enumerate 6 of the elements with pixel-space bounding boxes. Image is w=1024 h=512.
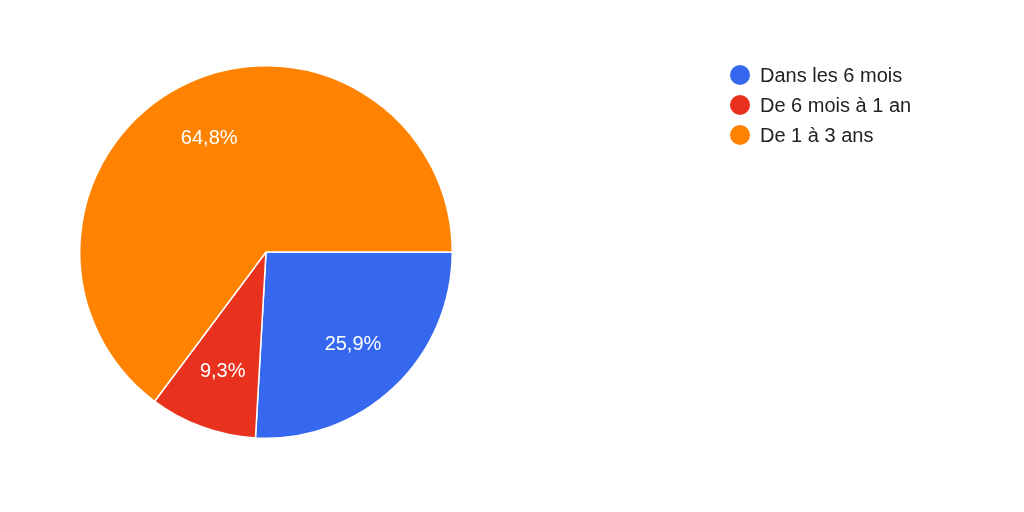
data-label: 9,3%: [199, 358, 246, 381]
data-label: 64,8%: [180, 126, 238, 149]
legend-label: De 6 mois à 1 an: [760, 93, 912, 117]
data-label: 25,9%: [324, 331, 382, 354]
legend-label: Dans les 6 mois: [760, 63, 903, 87]
legend-label: De 1 à 3 ans: [760, 123, 874, 147]
